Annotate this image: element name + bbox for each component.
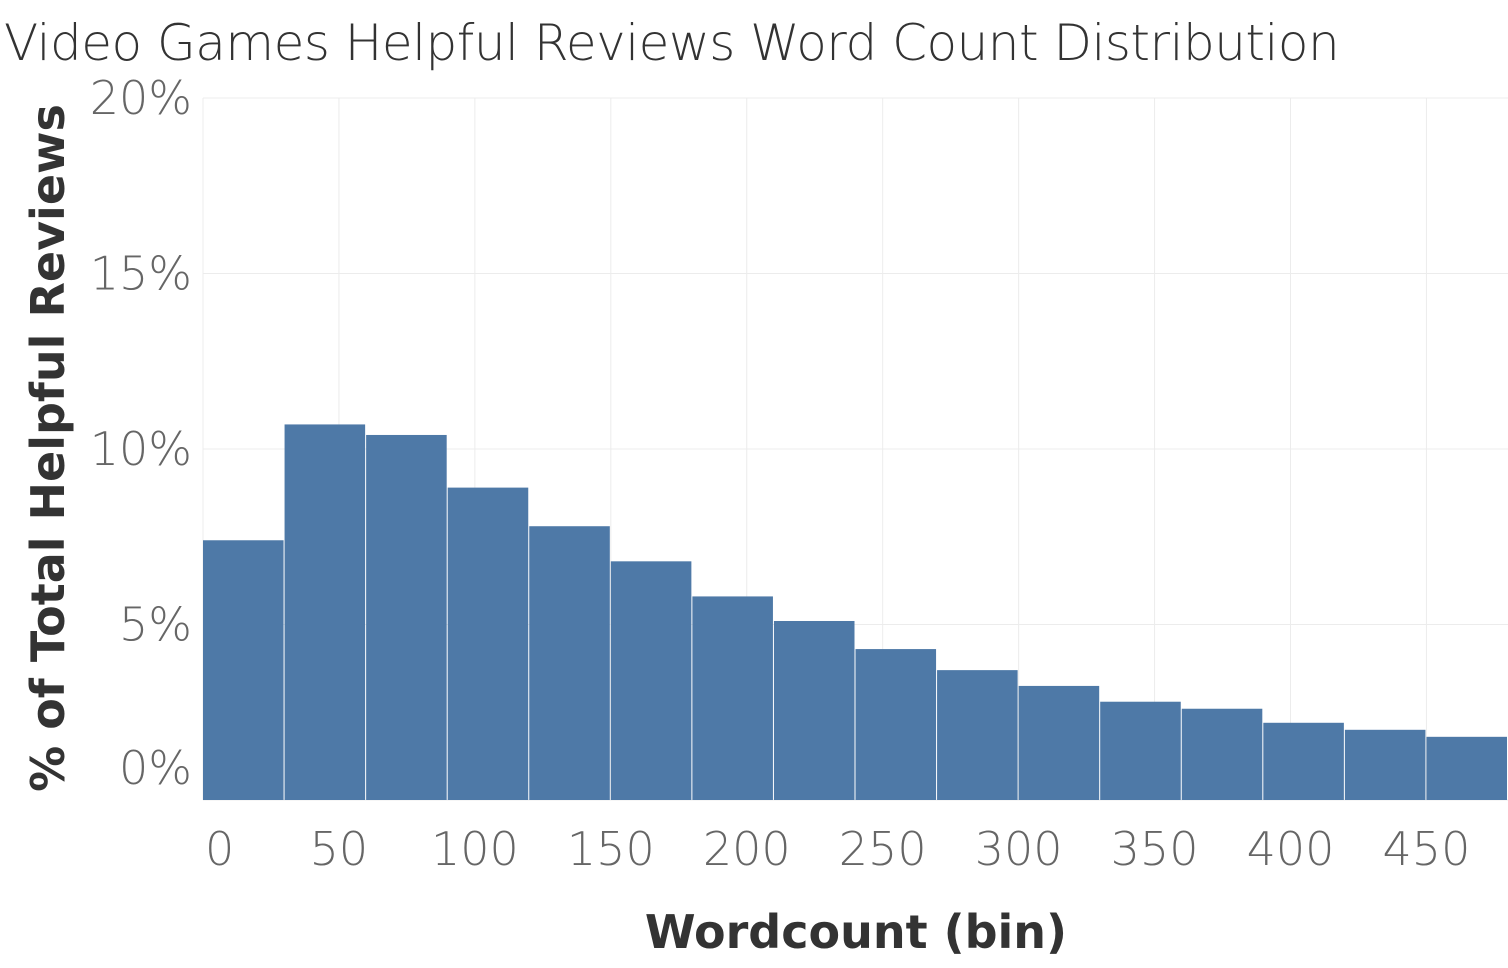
x-tick-label: 0	[205, 822, 234, 876]
y-tick-label: 20%	[90, 71, 192, 125]
bar	[610, 561, 692, 800]
bars	[203, 424, 1507, 800]
bar	[1344, 729, 1426, 800]
bar	[529, 526, 610, 800]
bar	[1181, 708, 1263, 800]
x-axis-title: Wordcount (bin)	[645, 905, 1067, 959]
bar	[1018, 685, 1100, 800]
x-tick-label: 100	[431, 822, 519, 876]
x-tick-label: 200	[703, 822, 791, 876]
chart-title: Video Games Helpful Reviews Word Count D…	[4, 14, 1340, 72]
x-tick-label: 400	[1247, 822, 1335, 876]
x-tick-label: 150	[567, 822, 655, 876]
bar	[366, 434, 447, 800]
y-tick-label: 15%	[90, 247, 192, 301]
x-tick-label: 300	[975, 822, 1063, 876]
bar	[1426, 736, 1507, 800]
bar	[692, 596, 773, 800]
y-axis-title: % of Total Helpful Reviews	[21, 104, 75, 792]
x-tick-label: 450	[1383, 822, 1471, 876]
bar	[1263, 722, 1344, 800]
x-tick-label: 350	[1111, 822, 1199, 876]
x-axis-ticks: 0 50 100 150 200 250 300 350 400 450	[205, 822, 1470, 876]
bar	[284, 424, 366, 800]
bar	[447, 487, 529, 800]
x-tick-label: 50	[310, 822, 369, 876]
bar	[1100, 701, 1181, 800]
bar	[855, 649, 937, 800]
y-tick-label: 0%	[119, 741, 192, 795]
bar	[773, 620, 855, 800]
x-tick-label: 250	[839, 822, 927, 876]
y-tick-label: 5%	[119, 598, 192, 652]
y-tick-label: 10%	[90, 422, 192, 476]
bar	[203, 540, 284, 800]
y-axis-ticks: 0% 5% 10% 15% 20%	[90, 71, 192, 795]
bar	[937, 670, 1018, 800]
